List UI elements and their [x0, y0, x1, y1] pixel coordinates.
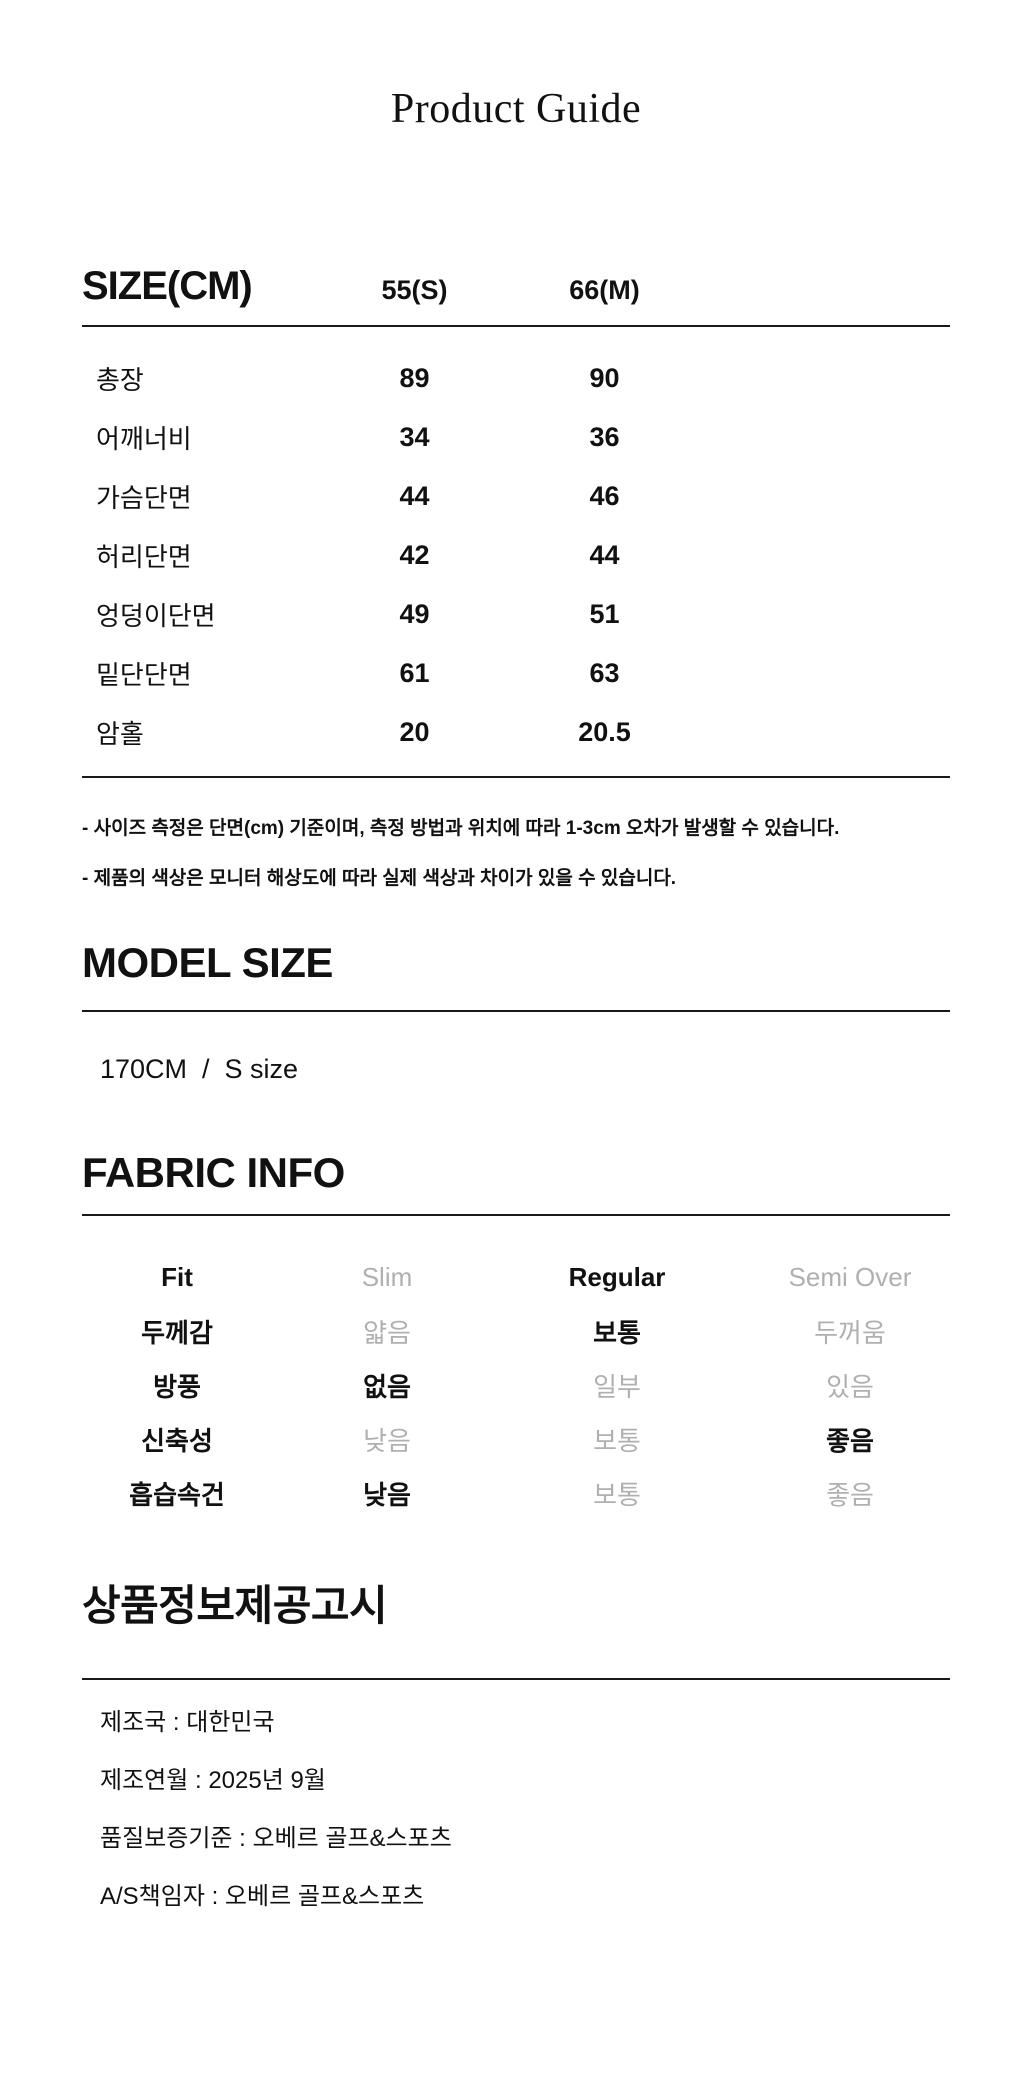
fabric-row-label: 흡습속건: [129, 1479, 225, 1510]
size-row-value: 34: [399, 422, 430, 452]
fabric-info-heading: FABRIC INFO: [82, 1149, 345, 1196]
fabric-option: 낮음: [363, 1479, 411, 1510]
table-row: 암홀 20 20.5: [82, 703, 950, 762]
list-item: 제조국 : 대한민국: [100, 1709, 275, 1736]
size-row-value: 20.5: [578, 717, 631, 747]
size-row-value: 20: [399, 717, 430, 747]
fabric-option: 좋음: [826, 1479, 874, 1510]
size-row-value: 90: [589, 363, 620, 393]
fabric-row-label: Fit: [161, 1261, 193, 1292]
list-item: 품질보증기준 : 오베르 골프&스포츠: [100, 1825, 452, 1852]
product-info-heading: 상품정보제공고시: [82, 1582, 388, 1629]
fabric-row-label: 두께감: [141, 1317, 213, 1348]
list-item: A/S책임자 : 오베르 골프&스포츠: [100, 1883, 425, 1910]
size-row-label: 가슴단면: [96, 483, 192, 513]
fabric-row-label: 신축성: [141, 1425, 213, 1456]
size-column-55s: 55(S): [381, 275, 448, 305]
size-row-label: 암홀: [96, 719, 144, 749]
size-row-value: 46: [589, 481, 620, 511]
fabric-row-label: 방풍: [153, 1371, 201, 1402]
size-table-body: 총장 89 90 어깨너비 34 36 가슴단면 44 46 허리단면 42 4…: [82, 349, 950, 762]
size-row-label: 어깨너비: [96, 424, 192, 454]
fabric-row-fit: Fit Slim Regular Semi Over: [82, 1250, 950, 1304]
model-size-value: 170CM / S size: [100, 1054, 299, 1084]
product-info-list: 제조국 : 대한민국 제조연월 : 2025년 9월 품질보증기준 : 오베르 …: [82, 1708, 950, 1912]
table-row: 엉덩이단면 49 51: [82, 585, 950, 644]
table-row: 허리단면 42 44: [82, 526, 950, 585]
product-info-rule: [82, 1678, 950, 1680]
page-title: Product Guide: [390, 86, 642, 132]
size-notes: - 사이즈 측정은 단면(cm) 기준이며, 측정 방법과 위치에 따라 1-3…: [82, 816, 950, 892]
fabric-option: 보통: [593, 1317, 641, 1348]
table-row: 총장 89 90: [82, 349, 950, 408]
table-row: 가슴단면 44 46: [82, 467, 950, 526]
size-note: - 제품의 색상은 모니터 해상도에 따라 실제 색상과 차이가 있을 수 있습…: [82, 868, 677, 889]
fabric-option: 보통: [593, 1425, 641, 1456]
model-size-rule: [82, 1010, 950, 1012]
size-row-label: 밑단단면: [96, 660, 192, 690]
fabric-option: 좋음: [826, 1425, 874, 1456]
fabric-option: 보통: [593, 1479, 641, 1510]
size-column-66m: 66(M): [569, 275, 640, 305]
table-row: 어깨너비 34 36: [82, 408, 950, 467]
size-table-header: SIZE(CM) 55(S) 66(M): [82, 264, 950, 309]
size-row-value: 61: [399, 658, 430, 688]
size-row-value: 63: [589, 658, 620, 688]
fabric-info-table: Fit Slim Regular Semi Over 두께감 얇음 보통 두꺼움…: [82, 1250, 950, 1520]
size-row-label: 총장: [96, 365, 144, 395]
size-table-top-rule: [82, 325, 950, 327]
size-row-value: 49: [399, 599, 430, 629]
size-row-label: 엉덩이단면: [96, 601, 216, 631]
fabric-option: Regular: [568, 1261, 666, 1292]
model-size-heading: MODEL SIZE: [82, 939, 333, 986]
fabric-option: Slim: [361, 1261, 413, 1292]
fabric-row-moisture: 흡습속건 낮음 보통 좋음: [82, 1466, 950, 1520]
table-row: 밑단단면 61 63: [82, 644, 950, 703]
fabric-option: 일부: [593, 1371, 641, 1402]
fabric-info-rule: [82, 1214, 950, 1216]
fabric-option: 두꺼움: [814, 1317, 886, 1348]
fabric-option: 없음: [363, 1371, 411, 1402]
size-note: - 사이즈 측정은 단면(cm) 기준이며, 측정 방법과 위치에 따라 1-3…: [82, 818, 840, 839]
size-row-value: 44: [399, 481, 430, 511]
fabric-option: 있음: [826, 1371, 874, 1402]
fabric-option: 얇음: [363, 1317, 411, 1348]
size-row-value: 44: [589, 540, 620, 570]
fabric-option: 낮음: [363, 1425, 411, 1456]
size-row-value: 42: [399, 540, 430, 570]
size-row-value: 36: [589, 422, 620, 452]
size-table-bottom-rule: [82, 776, 950, 778]
fabric-row-thickness: 두께감 얇음 보통 두꺼움: [82, 1304, 950, 1358]
product-guide-page: Product Guide SIZE(CM) 55(S) 66(M) 총장 89…: [0, 84, 1025, 1912]
size-section-heading: SIZE(CM): [82, 264, 253, 308]
size-row-value: 51: [589, 599, 620, 629]
size-row-label: 허리단면: [96, 542, 192, 572]
fabric-row-stretch: 신축성 낮음 보통 좋음: [82, 1412, 950, 1466]
fabric-option: Semi Over: [788, 1261, 912, 1292]
size-row-value: 89: [399, 363, 430, 393]
fabric-row-windproof: 방풍 없음 일부 있음: [82, 1358, 950, 1412]
list-item: 제조연월 : 2025년 9월: [100, 1767, 326, 1794]
